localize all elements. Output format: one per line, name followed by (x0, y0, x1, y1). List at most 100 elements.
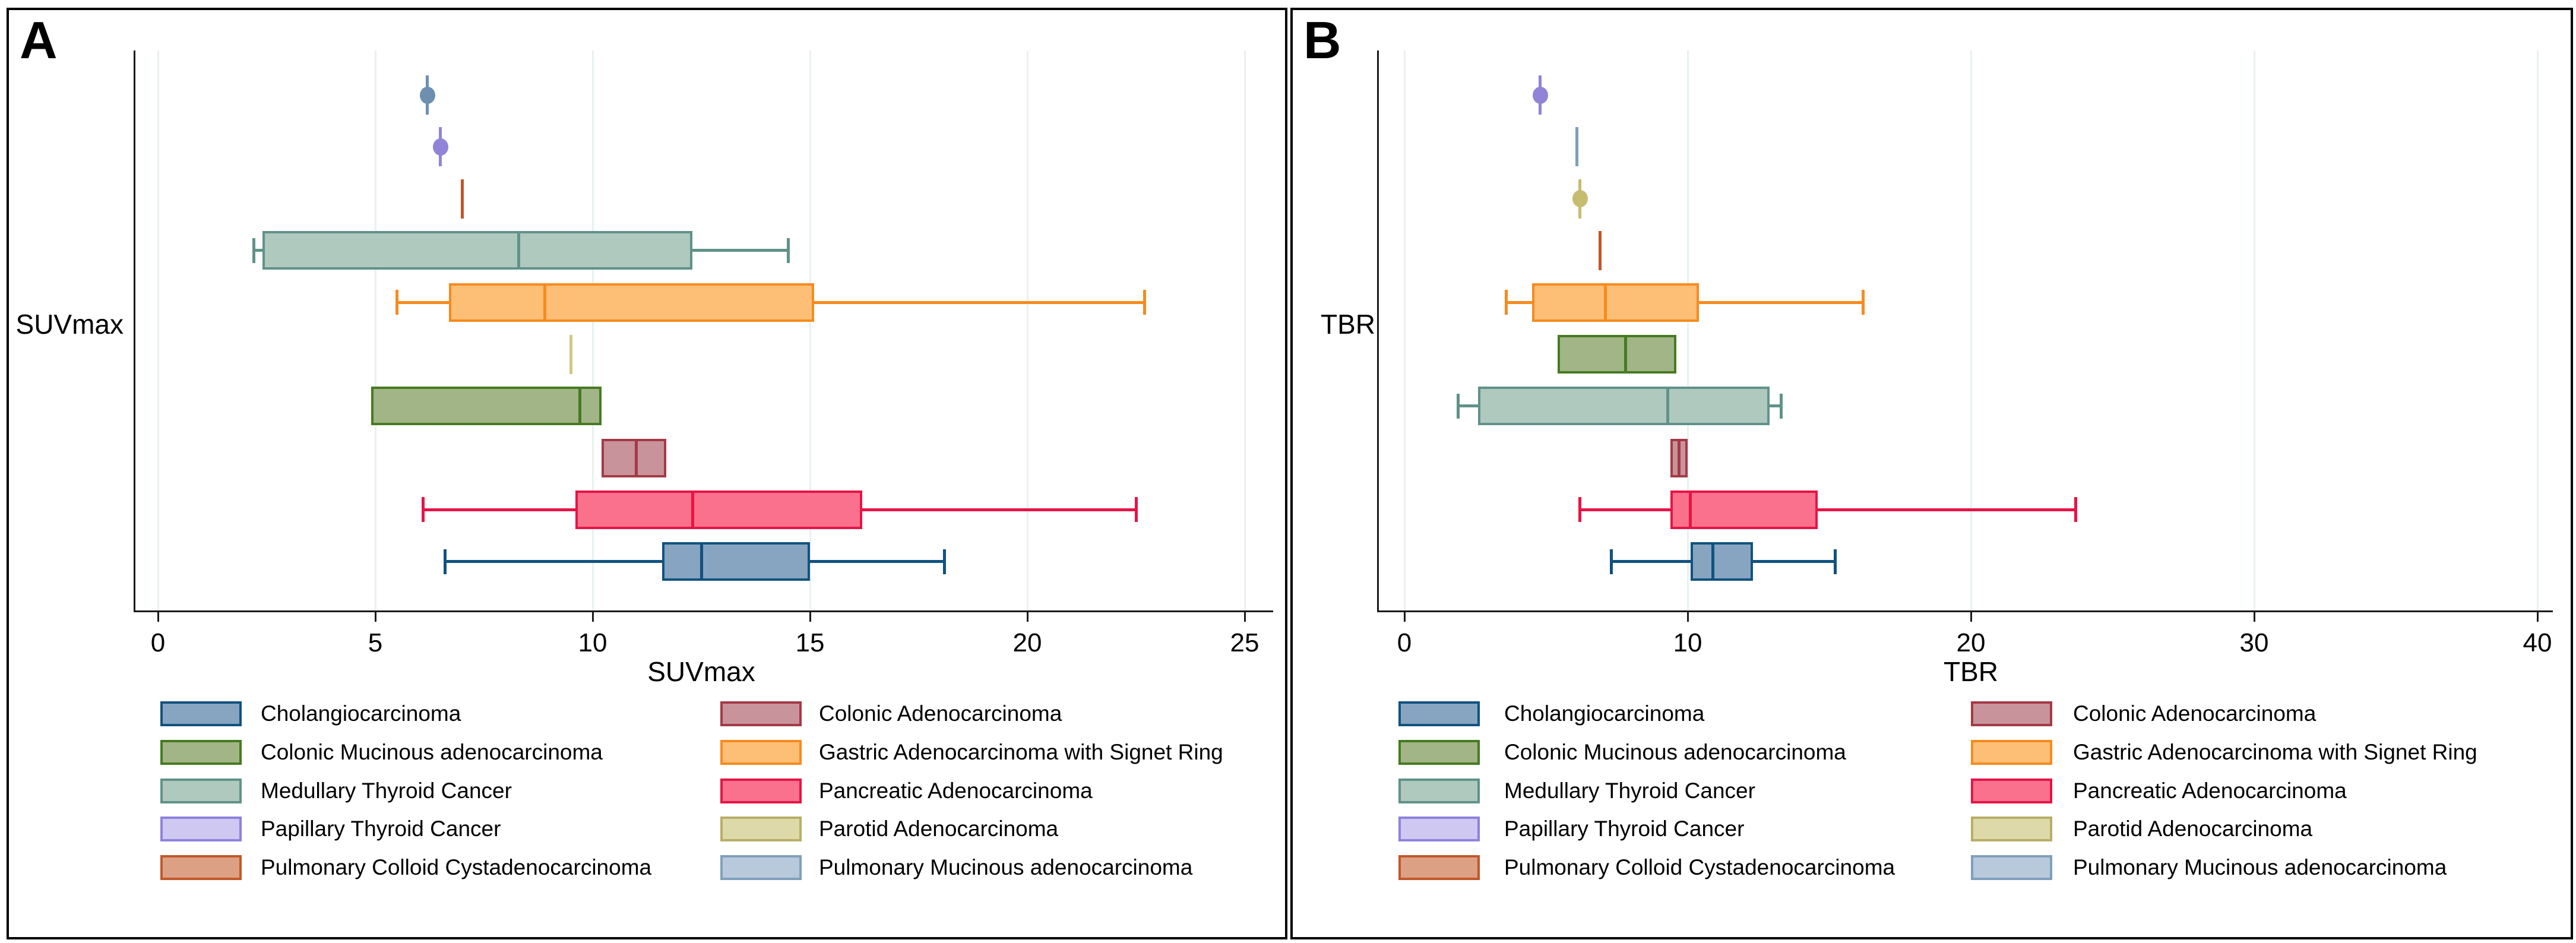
median-cholangiocarcinoma (700, 542, 703, 581)
legend-label-papillary-thyroid-cancer: Papillary Thyroid Cancer (261, 817, 501, 841)
gridline (157, 50, 159, 610)
legend-label-medullary-thyroid-cancer: Medullary Thyroid Cancer (1504, 778, 1755, 803)
y-axis-title-b: TBR (1321, 309, 1375, 340)
whisker-left-gastric-adenocarcinoma-with-signet-ring (397, 300, 450, 304)
x-tick (1403, 612, 1406, 622)
x-axis-line (133, 610, 1273, 612)
whisker-cap-left-cholangiocarcinoma (1609, 549, 1613, 574)
point-dot-papillary-thyroid-cancer (432, 138, 448, 156)
point-dot-papillary-thyroid-cancer (1532, 86, 1548, 104)
legend-swatch-cholangiocarcinoma (160, 701, 242, 726)
x-tick-label: 10 (1673, 628, 1702, 657)
gridline (2536, 50, 2539, 610)
legend-swatch-parotid-adenocarcinoma (1971, 817, 2052, 842)
legend-label-pulmonary-mucinous-adenocarcinoma: Pulmonary Mucinous adenocarcinoma (2073, 855, 2447, 880)
gridline (1243, 50, 1246, 610)
box-medullary-thyroid-cancer (1478, 387, 1770, 426)
legend-label-colonic-mucinous-adenocarcinoma: Colonic Mucinous adenocarcinoma (1504, 739, 1846, 764)
whisker-right-gastric-adenocarcinoma-with-signet-ring (1699, 300, 1863, 304)
legend-label-pulmonary-colloid-cystadenocarcinoma: Pulmonary Colloid Cystadenocarcinoma (1504, 855, 1895, 880)
legend-swatch-pulmonary-colloid-cystadenocarcinoma (1398, 855, 1480, 881)
legend-label-papillary-thyroid-cancer: Papillary Thyroid Cancer (1504, 817, 1745, 841)
legend-swatch-gastric-adenocarcinoma-with-signet-ring (720, 739, 802, 765)
whisker-cap-right-cholangiocarcinoma (943, 549, 947, 574)
x-tick (2536, 612, 2539, 622)
whisker-left-pancreatic-adenocarcinoma (423, 508, 575, 511)
x-tick-label: 5 (368, 628, 383, 657)
legend-b: Cholangiocarcinoma Colonic Mucinous adeno… (1293, 10, 2571, 937)
whisker-right-pancreatic-adenocarcinoma (862, 508, 1136, 511)
x-tick-label: 0 (150, 628, 166, 657)
whisker-left-gastric-adenocarcinoma-with-signet-ring (1506, 300, 1532, 304)
x-tick-label: 10 (578, 628, 607, 657)
legend-swatch-parotid-adenocarcinoma (720, 817, 802, 842)
panel-letter-b: B (1303, 11, 1341, 69)
box-pancreatic-adenocarcinoma (575, 490, 862, 529)
whisker-cap-right-pancreatic-adenocarcinoma (1134, 497, 1138, 523)
legend-swatch-colonic-adenocarcinoma (720, 701, 802, 726)
whisker-cap-left-medullary-thyroid-cancer (252, 238, 255, 263)
value-line-pulmonary-colloid-cystadenocarcinoma (1598, 230, 1602, 270)
legend-swatch-pancreatic-adenocarcinoma (720, 778, 802, 803)
whisker-cap-left-pancreatic-adenocarcinoma (1578, 497, 1582, 523)
median-medullary-thyroid-cancer (517, 231, 521, 270)
box-gastric-adenocarcinoma-with-signet-ring (1531, 283, 1700, 322)
legend-swatch-colonic-mucinous-adenocarcinoma (1398, 739, 1480, 765)
box-pancreatic-adenocarcinoma (1670, 490, 1818, 529)
x-tick (2253, 612, 2255, 622)
y-axis-title-a: SUVmax (15, 309, 124, 340)
median-colonic-adenocarcinoma (1678, 438, 1681, 477)
legend-swatch-gastric-adenocarcinoma-with-signet-ring (1971, 739, 2052, 765)
x-axis-title-a: SUVmax (647, 656, 755, 687)
plot-area-a: 0 5 10 15 20 25 (9, 10, 1285, 937)
x-tick (1970, 612, 1972, 622)
legend-label-pulmonary-colloid-cystadenocarcinoma: Pulmonary Colloid Cystadenocarcinoma (261, 855, 652, 880)
box-colonic-adenocarcinoma (601, 438, 667, 477)
legend-swatch-pulmonary-mucinous-adenocarcinoma (1971, 855, 2052, 881)
legend-label-colonic-mucinous-adenocarcinoma: Colonic Mucinous adenocarcinoma (261, 739, 603, 764)
x-tick-label: 25 (1230, 628, 1259, 657)
legend-swatch-pancreatic-adenocarcinoma (1971, 778, 2052, 803)
x-tick (1026, 612, 1028, 622)
plot-area-b: 0 10 20 30 40 (1293, 10, 2571, 937)
box-colonic-mucinous-adenocarcinoma (371, 387, 602, 426)
legend-swatch-medullary-thyroid-cancer (160, 778, 242, 803)
box-medullary-thyroid-cancer (262, 231, 693, 270)
y-axis-line (1376, 50, 1379, 612)
legend-label-pulmonary-mucinous-adenocarcinoma: Pulmonary Mucinous adenocarcinoma (819, 855, 1193, 880)
legend-swatch-pulmonary-mucinous-adenocarcinoma (720, 855, 802, 881)
x-tick-label: 20 (1956, 628, 1986, 657)
legend-label-pancreatic-adenocarcinoma: Pancreatic Adenocarcinoma (819, 778, 1093, 803)
x-tick-label: 30 (2239, 628, 2269, 657)
x-tick (591, 612, 594, 622)
x-tick (809, 612, 811, 622)
gridline (1026, 50, 1028, 610)
median-gastric-adenocarcinoma-with-signet-ring (1604, 283, 1607, 322)
x-tick-label: 0 (1397, 628, 1412, 657)
legend-label-parotid-adenocarcinoma: Parotid Adenocarcinoma (2073, 817, 2313, 841)
whisker-cap-right-gastric-adenocarcinoma-with-signet-ring (1143, 290, 1147, 315)
x-tick-label: 15 (795, 628, 825, 657)
x-tick (1686, 612, 1689, 622)
y-axis-line (133, 50, 135, 612)
panel-b: B TBR 0 10 20 30 40 TBR Cholangiocarcinoma Co… (1290, 8, 2573, 939)
legend-swatch-papillary-thyroid-cancer (160, 817, 242, 842)
whisker-right-cholangiocarcinoma (1752, 560, 1836, 564)
gridline (1970, 50, 1972, 610)
gridline (1403, 50, 1406, 610)
legend-label-cholangiocarcinoma: Cholangiocarcinoma (261, 701, 461, 726)
x-tick (1243, 612, 1246, 622)
legend-swatch-cholangiocarcinoma (1398, 701, 1480, 726)
whisker-cap-right-pancreatic-adenocarcinoma (2074, 497, 2077, 523)
x-tick (374, 612, 376, 622)
whisker-right-medullary-thyroid-cancer (1770, 404, 1781, 408)
whisker-cap-right-medullary-thyroid-cancer (1779, 393, 1783, 419)
point-dot-pulmonary-mucinous-adenocarcinoma (419, 86, 435, 104)
median-colonic-mucinous-adenocarcinoma (578, 387, 581, 426)
box-gastric-adenocarcinoma-with-signet-ring (449, 283, 815, 322)
whisker-cap-left-medullary-thyroid-cancer (1457, 393, 1460, 419)
legend-label-cholangiocarcinoma: Cholangiocarcinoma (1504, 701, 1705, 726)
whisker-cap-right-medullary-thyroid-cancer (786, 238, 790, 263)
value-line-parotid-adenocarcinoma (569, 334, 572, 374)
legend-swatch-medullary-thyroid-cancer (1398, 778, 1480, 803)
